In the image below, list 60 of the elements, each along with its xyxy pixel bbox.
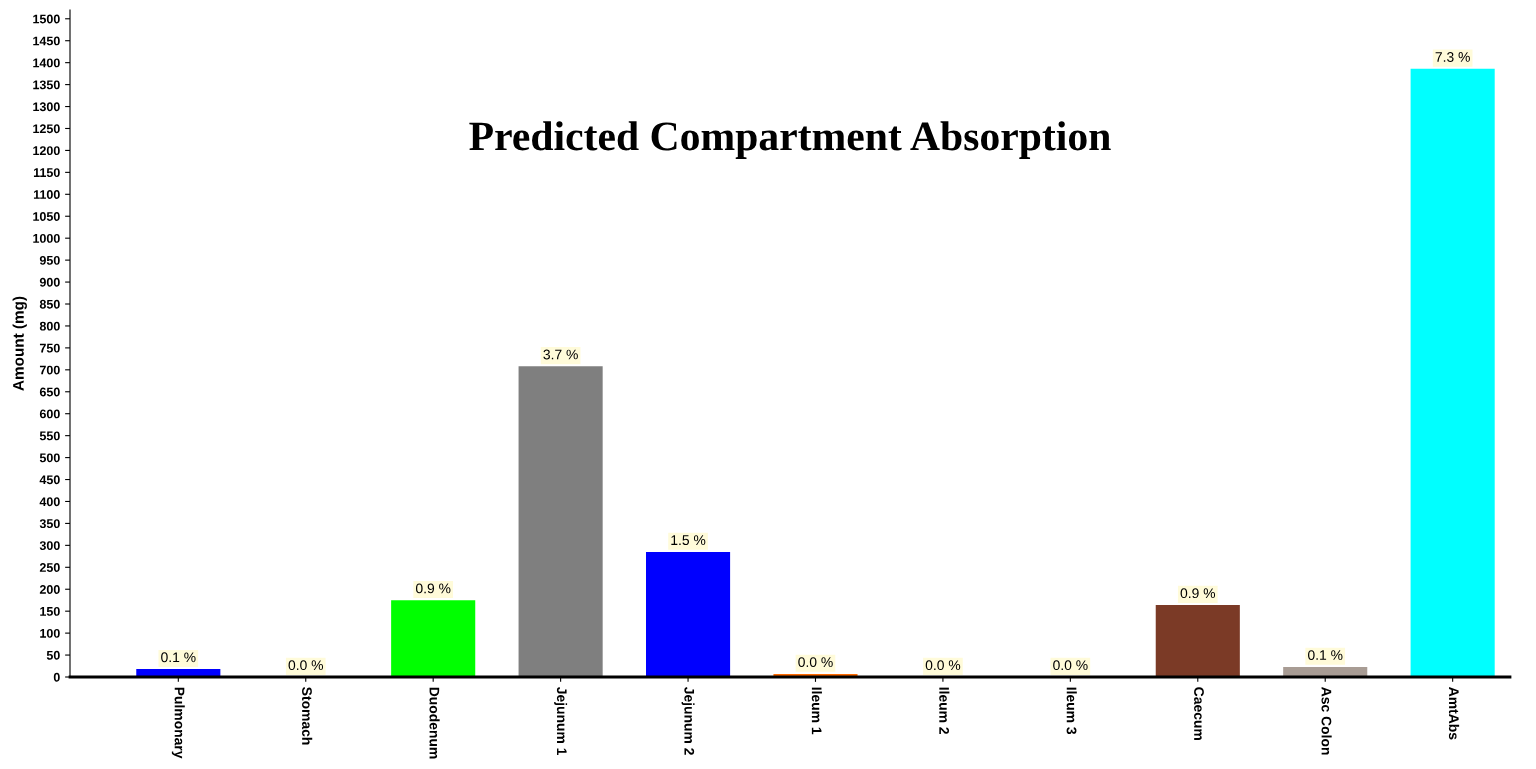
y-tick-label: 1500 [33,14,60,24]
x-tick-label: Ileum 1 [811,687,822,735]
y-tick-label: 1200 [33,146,60,156]
x-tick-label: Jejunum 2 [681,686,695,755]
y-axis-title: Amount (mg) [12,296,27,391]
y-tick-label: 100 [40,628,60,638]
y-tick-label: 850 [39,299,60,309]
y-tick-label: 0 [53,672,60,682]
y-tick-label: 1100 [33,190,60,199]
y-tick-label: 350 [39,519,60,529]
x-tick-label: AmtAbs [1448,687,1460,740]
x-tick-label: Asc Colon [1321,687,1332,755]
bar [646,551,731,677]
annotation: 0.0 % [925,660,961,671]
y-tick-label: 50 [46,650,60,660]
x-tick-label: Pulmonary [171,687,185,759]
y-tick-label: 1450 [33,36,60,46]
y-tick-label: 750 [39,343,60,353]
y-tick-label: 700 [39,365,60,375]
x-tick-label: Stomach [302,687,313,745]
bar [518,366,603,677]
y-tick-label: 400 [39,497,60,507]
y-tick-label: 500 [39,453,60,463]
annotation: 0.9 % [415,583,451,594]
bar [391,600,476,677]
annotation: 1.5 % [671,535,706,546]
annotation: 0.1 % [1308,650,1343,660]
y-tick-label: 550 [39,431,60,441]
bar [1155,605,1240,677]
y-tick-label: 1050 [33,212,60,221]
x-tick-label: Ileum 2 [939,687,950,735]
x-tick-label: Jejunum 1 [554,686,568,756]
y-tick-label: 1150 [33,168,60,178]
y-tick-label: 800 [39,321,60,331]
bar [1410,68,1495,677]
annotation: 0.9 % [1180,588,1216,599]
text: Predicted Compartment Absorption [469,121,1111,159]
x-tick-label: Ileum 3 [1066,687,1077,735]
y-tick-label: 150 [40,606,60,616]
annotation: 0.0 % [1053,660,1088,671]
y-tick-label: 250 [39,563,60,572]
x-tick-label: Duodenum [429,687,440,759]
y-tick-label: 1250 [33,124,60,134]
y-tick-label: 1400 [33,58,60,68]
y-tick-label: 1300 [33,102,60,112]
annotation: 0.0 % [798,657,833,668]
y-tick-label: 650 [39,387,60,397]
annotation: 0.1 % [161,652,196,663]
y-tick-label: 200 [39,585,60,594]
y-tick-label: 600 [39,409,60,419]
y-tick-label: 450 [39,475,60,485]
y-tick-label: 1000 [33,233,60,243]
x-tick-label: Caecum [1194,687,1204,740]
annotation: 7.3 % [1435,52,1470,62]
annotation: 0.0 % [288,660,324,671]
y-tick-label: 900 [39,277,60,287]
annotation: 3.7 % [543,349,578,360]
y-tick-label: 300 [39,541,60,551]
y-tick-label: 950 [39,255,60,265]
y-tick-label: 1350 [33,80,60,90]
